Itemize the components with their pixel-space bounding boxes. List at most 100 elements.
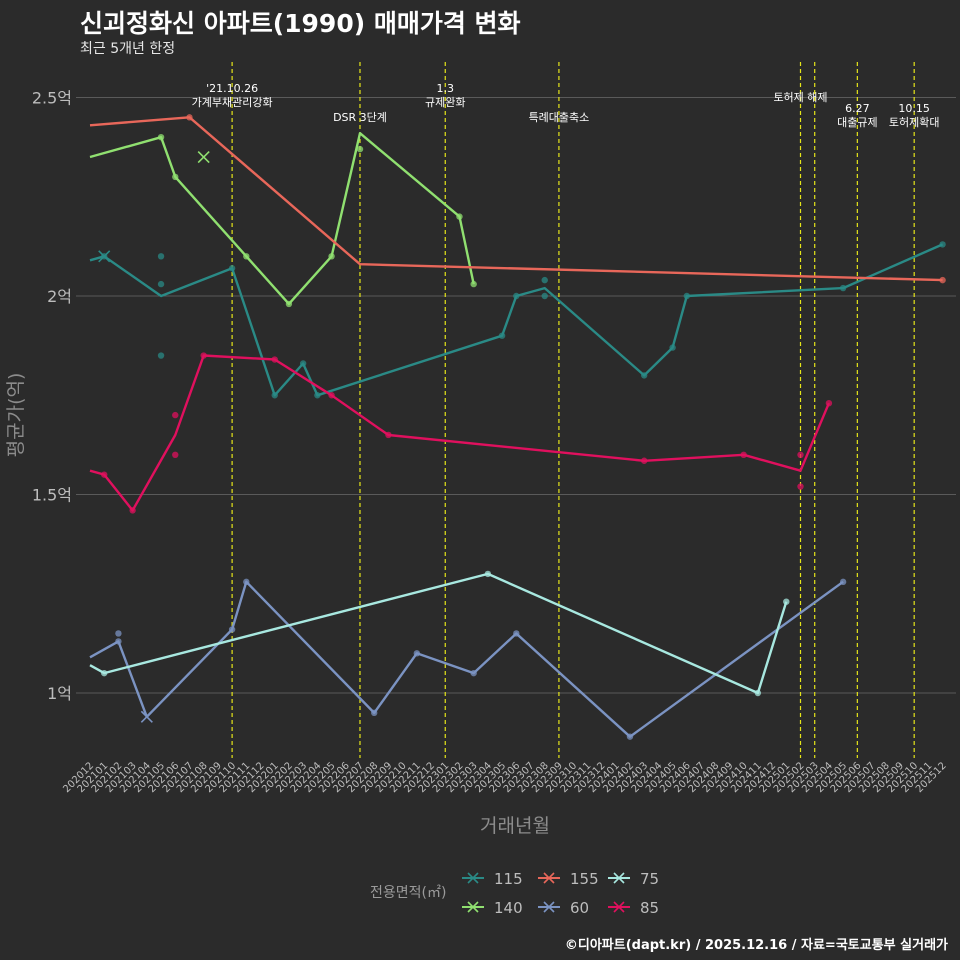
- data-point: [541, 292, 548, 300]
- series-layer: [89, 114, 946, 740]
- event-annotation: 10.15 토허제확대: [889, 102, 940, 129]
- source-caption: ©디아파트(dapt.kr) / 2025.12.16 / 자료=국토교통부 실…: [564, 938, 948, 953]
- y-tick-label: 2억: [47, 287, 72, 306]
- legend-label: 60: [570, 899, 589, 917]
- legend-item-115: 115: [462, 870, 523, 888]
- legend-item-75: 75: [608, 870, 659, 888]
- data-point: [299, 360, 307, 367]
- series-line-75: [89, 572, 788, 695]
- legend-title: 전용면적(㎡): [370, 885, 446, 901]
- data-point: [115, 638, 122, 645]
- x-axis-ticks: 2020122021012021022021032021042021052021…: [61, 760, 948, 795]
- series-155: [89, 114, 946, 284]
- legend-swatch-cross: [467, 901, 479, 913]
- series-60: [89, 578, 847, 740]
- data-point: [371, 709, 378, 717]
- data-point: [101, 471, 108, 478]
- event-annotation: '21.10.26 가계부채관리강화: [192, 82, 273, 109]
- event-annotation: 1.3 규제완화: [425, 82, 465, 109]
- data-point: [683, 292, 691, 300]
- data-point: [157, 253, 165, 260]
- series-115: [89, 241, 946, 399]
- data-point: [243, 253, 250, 260]
- series-140: [89, 131, 477, 308]
- data-point: [129, 507, 136, 514]
- data-point: [157, 134, 165, 141]
- data-point: [541, 276, 548, 284]
- series-85: [89, 352, 833, 514]
- legend-swatch-cross: [543, 901, 555, 913]
- data-point: [186, 114, 193, 121]
- series-line-60: [89, 580, 844, 738]
- data-point: [939, 241, 946, 248]
- data-point: [470, 280, 477, 288]
- data-point: [839, 578, 847, 586]
- data-point: [797, 451, 804, 458]
- data-point: [513, 292, 520, 300]
- legend-label: 115: [494, 870, 523, 888]
- y-axis-title: 평균가(억): [5, 373, 27, 458]
- legend-label: 140: [494, 899, 523, 917]
- y-tick-label: 1억: [47, 684, 72, 703]
- data-point: [669, 344, 676, 351]
- legend-swatch-cross: [613, 872, 625, 884]
- data-point: [385, 431, 392, 439]
- chart-title: 신괴정화신 아파트(1990) 매매가격 변화: [80, 9, 521, 38]
- data-point: [314, 392, 321, 399]
- x-axis-title: 거래년월: [480, 815, 550, 837]
- data-point: [640, 372, 648, 379]
- legend-label: 85: [640, 899, 659, 917]
- y-axis-ticks: 1억 1.5억 2억 2.5억: [32, 89, 72, 704]
- data-point: [228, 265, 236, 272]
- chart-subtitle: 최근 5개년 한정: [80, 41, 176, 57]
- data-point: [271, 356, 278, 363]
- y-tick-label: 1.5억: [32, 486, 72, 505]
- data-point: [328, 392, 335, 399]
- legend-item-140: 140: [462, 899, 523, 917]
- event-annotation: 6.27 대출규제: [837, 102, 877, 129]
- data-point: [328, 253, 335, 260]
- gridlines: [76, 97, 956, 694]
- data-point: [271, 392, 278, 399]
- data-point: [157, 280, 165, 288]
- data-point: [484, 570, 492, 578]
- data-point: [839, 284, 847, 292]
- event-annotation: 토허제 해제: [773, 90, 827, 104]
- data-point: [101, 669, 108, 677]
- event-annotation: 특례대출축소: [529, 111, 590, 124]
- data-point: [243, 578, 250, 586]
- data-point: [228, 626, 236, 633]
- data-point: [413, 650, 421, 657]
- series-line-140: [89, 131, 475, 306]
- data-point: [172, 451, 179, 458]
- legend-item-60: 60: [538, 899, 589, 917]
- data-point: [200, 352, 207, 359]
- series-75: [89, 570, 790, 697]
- legend-label: 155: [570, 870, 599, 888]
- data-point: [740, 451, 747, 458]
- data-point: [470, 669, 477, 677]
- data-point: [157, 352, 165, 359]
- data-point: [172, 411, 179, 419]
- cross-marker: [140, 710, 153, 723]
- data-point: [783, 598, 790, 605]
- data-point: [356, 145, 364, 153]
- data-point: [754, 689, 762, 697]
- series-line-85: [89, 354, 831, 512]
- data-point: [797, 483, 804, 490]
- data-point: [640, 457, 648, 464]
- data-point: [172, 173, 179, 181]
- data-point: [456, 213, 463, 220]
- data-point: [513, 630, 520, 637]
- legend-item-155: 155: [538, 870, 599, 888]
- legend-swatch-cross: [543, 872, 555, 884]
- data-point: [626, 733, 634, 740]
- data-point: [939, 276, 946, 284]
- event-annotation: DSR 3단계: [333, 111, 387, 124]
- data-point: [115, 630, 122, 637]
- data-point: [498, 332, 506, 339]
- data-point: [825, 399, 833, 407]
- cross-marker: [98, 250, 111, 263]
- legend-swatch-cross: [467, 872, 479, 884]
- series-line-155: [89, 116, 943, 282]
